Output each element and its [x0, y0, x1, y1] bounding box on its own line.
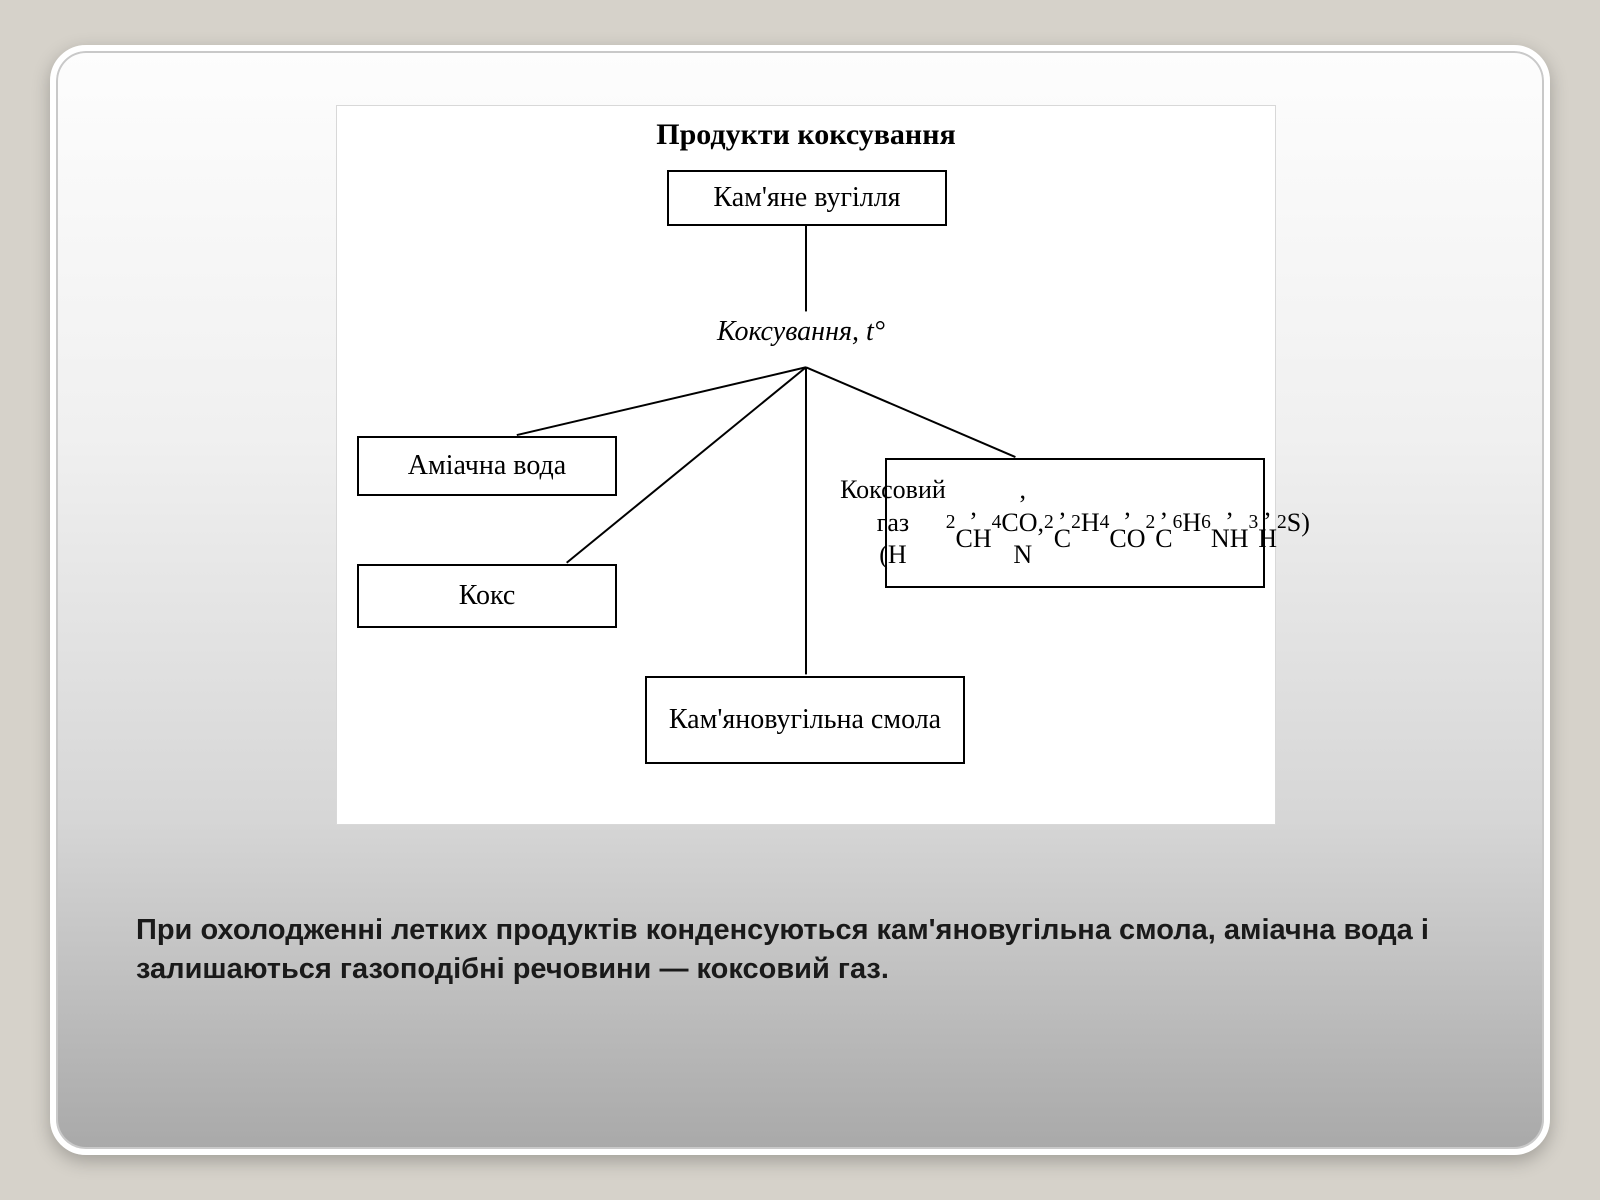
diagram-title: Продукти коксування	[337, 118, 1275, 152]
node-root: Кам'яне вугілля	[667, 170, 947, 226]
diagram-area: Продукти коксування Кам'яне вугілля Кокс…	[336, 105, 1276, 825]
node-ammonia: Аміачна вода	[357, 436, 617, 496]
node-tar: Кам'яновугільна смола	[645, 676, 965, 764]
node-coke: Кокс	[357, 564, 617, 628]
slide-frame: Продукти коксування Кам'яне вугілля Кокс…	[50, 45, 1550, 1155]
slide-caption: При охолодженні летких продуктів конденс…	[136, 911, 1464, 989]
process-label: Коксування, t°	[717, 316, 885, 348]
node-gas: Коксовий газ(H2, CH4, CO, N2, C2H4,CO2, …	[885, 458, 1265, 588]
